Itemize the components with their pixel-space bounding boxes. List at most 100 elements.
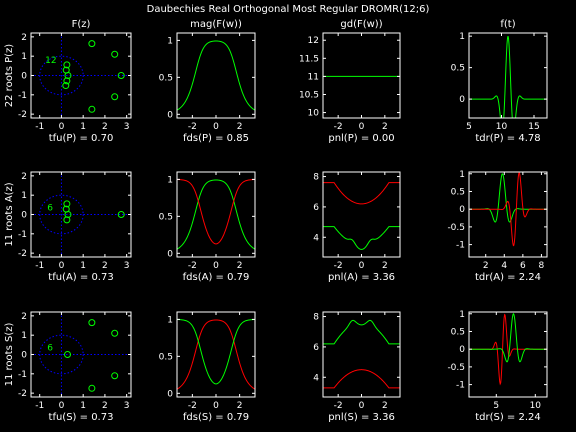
root-marker-0 bbox=[88, 319, 96, 327]
y-tick-label-0: 0 bbox=[167, 389, 173, 399]
root-marker-5 bbox=[63, 61, 71, 69]
subplot-ylabel: 11 roots A(z) bbox=[4, 182, 15, 246]
x-tick-label-0: 5 bbox=[466, 122, 472, 132]
x-tick-label-0: 5 bbox=[493, 401, 499, 411]
axes-box bbox=[322, 32, 401, 119]
x-tick-label-1: 0 bbox=[59, 261, 65, 271]
subplot-xlabel: tdr(A) = 2.24 bbox=[475, 272, 541, 283]
y-tick-label-2: 0 bbox=[459, 345, 465, 355]
x-tick-label-1: 10 bbox=[496, 122, 508, 132]
subplot-a-mag: -2 0 2 0 0.5 1 fds(A) = 0.79 bbox=[159, 171, 256, 283]
plot-area: 6 bbox=[31, 312, 131, 397]
plot-area: 6 bbox=[31, 172, 131, 257]
x-tick-label-1: 4 bbox=[501, 261, 507, 271]
x-tick-label-0: -2 bbox=[334, 261, 343, 271]
subplot-xlabel: fds(P) = 0.85 bbox=[183, 133, 249, 144]
y-tick-label-4: 2 bbox=[21, 33, 27, 43]
root-marker-4 bbox=[88, 384, 96, 392]
x-tick-label-0: -2 bbox=[334, 401, 343, 411]
series-line-1 bbox=[469, 172, 547, 247]
root-marker-9 bbox=[62, 82, 70, 90]
root-marker-8 bbox=[63, 77, 71, 85]
x-tick-label-1: 0 bbox=[59, 122, 65, 132]
x-tick-label-0: 2 bbox=[483, 261, 489, 271]
root-marker-4 bbox=[88, 105, 96, 113]
y-tick-label-1: 6 bbox=[313, 203, 319, 213]
x-tick-label-3: 2 bbox=[102, 401, 108, 411]
series-line-0 bbox=[177, 319, 255, 390]
x-tick-label-1: 10 bbox=[530, 401, 542, 411]
x-tick-label-3: 2 bbox=[102, 122, 108, 132]
x-tick-label-0: -1 bbox=[35, 401, 44, 411]
series-line-1 bbox=[177, 179, 255, 245]
y-tick-label-3: 0.5 bbox=[451, 327, 465, 337]
y-tick-label-1: -1 bbox=[18, 91, 27, 101]
subplot-s-gd: -2 0 2 4 6 8 pnl(S) = 3.36 bbox=[313, 311, 401, 423]
y-tick-label-0: 4 bbox=[313, 373, 319, 383]
y-tick-label-0: 0 bbox=[167, 110, 173, 120]
y-tick-label-1: 6 bbox=[313, 343, 319, 353]
y-tick-label-2: 1 bbox=[459, 32, 465, 42]
y-tick-label-0: -2 bbox=[18, 249, 27, 259]
axes-box bbox=[468, 171, 548, 258]
axes-box bbox=[468, 311, 548, 398]
subplot-xlabel: tfu(P) = 0.70 bbox=[49, 133, 114, 144]
y-tick-label-2: 11 bbox=[308, 72, 319, 82]
y-tick-label-2: 8 bbox=[313, 313, 319, 323]
x-tick-label-2: 2 bbox=[237, 122, 243, 132]
subplot-a-ft: 2 4 6 8 -1 -0.5 0 0.5 1 tdr(A) = 2.24 bbox=[447, 170, 548, 283]
y-tick-label-3: 1 bbox=[21, 52, 27, 62]
subplot-title: f(t) bbox=[500, 19, 515, 30]
x-tick-label-2: 2 bbox=[382, 122, 388, 132]
root-multiplicity: 6 bbox=[47, 344, 53, 354]
subplot-a-gd: -2 0 2 4 6 8 pnl(A) = 3.36 bbox=[313, 171, 401, 283]
y-tick-label-0: -1 bbox=[456, 381, 465, 391]
subplot-title: F(z) bbox=[72, 19, 91, 30]
x-tick-label-0: -2 bbox=[334, 122, 343, 132]
y-tick-label-0: 0 bbox=[459, 95, 465, 105]
root-marker-0 bbox=[88, 40, 96, 48]
y-tick-label-2: 8 bbox=[313, 173, 319, 183]
y-tick-label-1: 0.5 bbox=[159, 73, 173, 83]
series-line-0 bbox=[323, 182, 400, 205]
subplot-xlabel: tdr(P) = 4.78 bbox=[475, 133, 540, 144]
x-tick-label-1: 0 bbox=[359, 261, 365, 271]
subplot-ylabel: 22 roots P(z) bbox=[4, 44, 15, 108]
subplot-xlabel: tdr(S) = 2.24 bbox=[475, 412, 541, 423]
y-tick-label-2: 0 bbox=[21, 72, 27, 82]
axes-box bbox=[468, 32, 548, 119]
x-tick-label-4: 3 bbox=[124, 261, 130, 271]
root-marker-2 bbox=[117, 72, 125, 79]
y-tick-label-4: 1 bbox=[459, 170, 465, 180]
y-tick-label-1: 0.5 bbox=[451, 64, 465, 74]
root-marker-1 bbox=[111, 50, 119, 58]
x-tick-label-2: 2 bbox=[237, 401, 243, 411]
y-tick-label-0: 10 bbox=[308, 109, 320, 119]
y-tick-label-3: 1 bbox=[21, 191, 27, 201]
series-line-0 bbox=[177, 40, 255, 111]
x-tick-label-0: -1 bbox=[35, 261, 44, 271]
series-line-0 bbox=[469, 173, 547, 223]
root-marker-3 bbox=[63, 216, 71, 224]
series-line-1 bbox=[323, 226, 400, 250]
y-tick-label-2: 1 bbox=[167, 36, 173, 46]
subplot-xlabel: tfu(S) = 0.73 bbox=[49, 412, 114, 423]
y-tick-label-0: 4 bbox=[313, 233, 319, 243]
plot-area bbox=[177, 319, 255, 390]
plot-area bbox=[469, 312, 547, 386]
plot-area bbox=[177, 179, 255, 250]
subplot-xlabel: tfu(A) = 0.73 bbox=[48, 272, 113, 283]
y-tick-label-0: -2 bbox=[18, 389, 27, 399]
subplot-xlabel: fds(A) = 0.79 bbox=[183, 272, 250, 283]
y-tick-label-4: 2 bbox=[21, 172, 27, 182]
y-tick-label-1: 10.5 bbox=[299, 90, 319, 100]
y-tick-label-1: -1 bbox=[18, 230, 27, 240]
x-tick-label-0: -2 bbox=[188, 401, 197, 411]
y-tick-label-0: -2 bbox=[18, 110, 27, 120]
x-tick-label-3: 2 bbox=[102, 261, 108, 271]
subplot-xlabel: pnl(A) = 3.36 bbox=[328, 272, 395, 283]
plot-area bbox=[323, 182, 400, 250]
